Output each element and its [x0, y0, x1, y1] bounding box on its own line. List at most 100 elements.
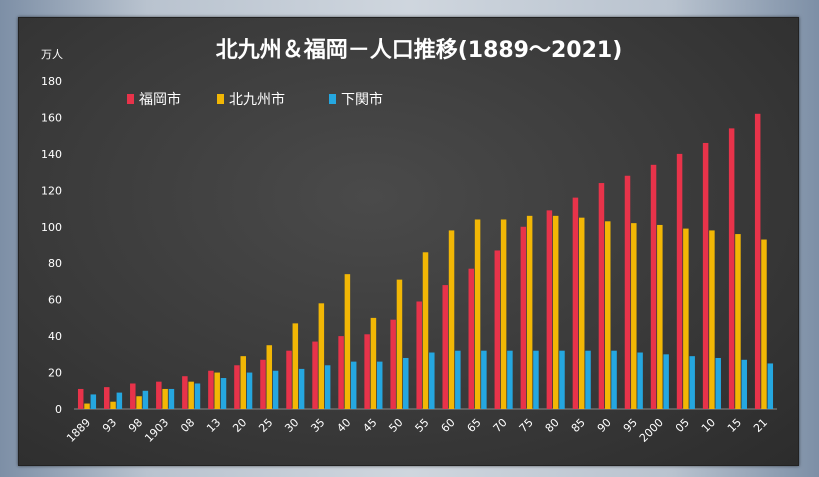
bar-福岡市-65 — [468, 268, 475, 409]
bar-北九州市-60 — [448, 230, 455, 409]
y-tick-label: 20 — [48, 367, 62, 380]
bar-下関市-90 — [611, 350, 617, 409]
x-tick-label: 95 — [621, 416, 640, 435]
bar-北九州市-75 — [526, 215, 533, 409]
bar-福岡市-60 — [442, 285, 448, 409]
x-tick-label: 75 — [517, 416, 536, 435]
bar-北九州市-40 — [344, 274, 351, 409]
bar-下関市-98 — [142, 390, 149, 409]
bar-下関市-05 — [689, 356, 695, 409]
bar-福岡市-40 — [338, 336, 344, 409]
bar-下関市-25 — [272, 370, 279, 409]
bar-下関市-93 — [116, 392, 123, 409]
bar-下関市-15 — [741, 359, 747, 409]
bar-福岡市-55 — [416, 301, 422, 409]
bar-北九州市-55 — [422, 252, 429, 409]
bar-下関市-95 — [637, 352, 643, 409]
x-tick-label: 45 — [360, 416, 379, 435]
legend-label-北九州市: 北九州市 — [229, 91, 285, 108]
bar-福岡市-70 — [494, 250, 501, 409]
bar-下関市-10 — [715, 357, 721, 409]
bar-下関市-1889 — [90, 394, 97, 409]
bar-福岡市-35 — [312, 341, 318, 409]
x-tick-label: 10 — [699, 416, 718, 435]
bar-下関市-60 — [455, 350, 461, 409]
legend-swatch-北九州市 — [217, 94, 224, 104]
y-tick-label: 80 — [48, 257, 62, 270]
bar-福岡市-25 — [260, 359, 266, 409]
bar-北九州市-70 — [500, 219, 507, 409]
bar-北九州市-80 — [552, 215, 559, 409]
bar-下関市-80 — [559, 350, 565, 409]
legend-label-福岡市: 福岡市 — [139, 91, 181, 108]
bar-福岡市-10 — [702, 142, 709, 409]
bar-北九州市-05 — [683, 228, 689, 409]
bar-北九州市-35 — [318, 303, 325, 409]
bar-北九州市-2000 — [657, 224, 663, 409]
bar-下関市-40 — [350, 361, 357, 409]
bar-北九州市-25 — [266, 345, 273, 409]
x-tick-label: 30 — [282, 416, 301, 435]
bar-下関市-2000 — [663, 354, 669, 409]
bar-下関市-08 — [194, 383, 201, 409]
y-tick-label: 160 — [41, 111, 62, 124]
bar-下関市-70 — [507, 350, 513, 409]
x-tick-label: 98 — [126, 416, 145, 435]
bar-下関市-1903 — [168, 388, 175, 409]
x-tick-label: 13 — [204, 416, 223, 435]
bar-北九州市-90 — [605, 221, 611, 409]
bar-福岡市-08 — [182, 376, 188, 409]
y-tick-label: 120 — [41, 184, 62, 197]
bar-北九州市-21 — [761, 239, 767, 409]
bar-福岡市-90 — [598, 183, 605, 409]
bar-北九州市-30 — [292, 323, 299, 409]
legend-swatch-福岡市 — [127, 94, 134, 104]
bar-福岡市-98 — [130, 383, 136, 409]
x-tick-label: 15 — [725, 416, 744, 435]
bar-北九州市-1903 — [162, 388, 168, 409]
x-tick-label: 70 — [491, 416, 510, 435]
bar-北九州市-13 — [214, 372, 220, 409]
y-tick-label: 60 — [48, 294, 62, 307]
x-tick-label: 85 — [569, 416, 588, 435]
bar-福岡市-21 — [754, 113, 761, 410]
bar-福岡市-20 — [234, 365, 240, 409]
bar-下関市-13 — [220, 378, 227, 409]
bar-北九州市-08 — [188, 381, 194, 409]
chart-frame: 北九州＆福岡－人口推移(1889～2021) 万人 0 20 40 60 80 100 12… — [18, 17, 799, 466]
bar-北九州市-20 — [240, 356, 246, 409]
y-tick-label: 100 — [41, 221, 62, 234]
bar-北九州市-65 — [474, 219, 481, 409]
bar-下関市-55 — [429, 352, 435, 409]
bar-下関市-20 — [246, 372, 253, 409]
bar-福岡市-93 — [104, 387, 110, 409]
x-tick-label: 25 — [256, 416, 275, 435]
x-tick-label: 60 — [439, 416, 458, 435]
legend-label-下関市: 下関市 — [341, 91, 383, 108]
bar-北九州市-95 — [631, 223, 637, 409]
x-tick-label: 05 — [673, 416, 692, 435]
bar-下関市-75 — [533, 350, 539, 409]
bar-福岡市-2000 — [650, 164, 657, 409]
bar-北九州市-10 — [709, 230, 715, 409]
y-axis-unit-label: 万人 — [41, 48, 63, 61]
bar-福岡市-30 — [286, 350, 292, 409]
x-tick-label: 08 — [178, 416, 197, 435]
x-tick-label: 2000 — [637, 416, 666, 445]
population-chart: 北九州＆福岡－人口推移(1889～2021) 万人 0 20 40 60 80 100 12… — [41, 37, 777, 445]
chart-title: 北九州＆福岡－人口推移(1889～2021) — [216, 37, 623, 63]
bar-福岡市-15 — [728, 128, 735, 409]
y-tick-label: 140 — [41, 148, 62, 161]
bar-北九州市-93 — [110, 401, 116, 409]
bar-下関市-85 — [585, 350, 591, 409]
x-tick-label: 35 — [308, 416, 327, 435]
bar-北九州市-85 — [578, 217, 585, 409]
bar-福岡市-1889 — [77, 388, 84, 409]
bar-下関市-45 — [376, 361, 383, 409]
bar-北九州市-15 — [735, 234, 741, 409]
x-tick-label: 65 — [465, 416, 484, 435]
bar-福岡市-05 — [676, 153, 683, 409]
bar-下関市-21 — [767, 363, 774, 409]
bar-福岡市-85 — [572, 197, 579, 409]
x-tick-label: 80 — [543, 416, 562, 435]
